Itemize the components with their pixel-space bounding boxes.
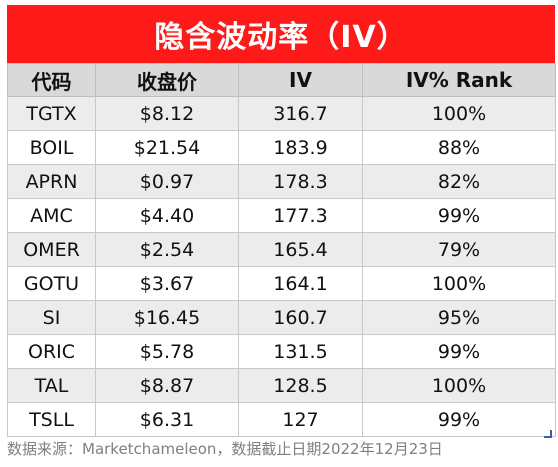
cell-iv: 178.3 (238, 164, 363, 199)
cell-ticker: OMER (7, 232, 96, 267)
cell-iv: 160.7 (238, 300, 363, 335)
cell-iv: 316.7 (238, 96, 363, 131)
cell-close-price: $3.67 (95, 266, 239, 301)
table-title-banner: 隐含波动率（IV） (7, 5, 555, 63)
data-source-note: 数据来源：Marketchameleon，数据截止日期2022年12月23日 (7, 440, 443, 458)
cell-iv-rank: 99% (362, 198, 556, 233)
cell-iv: 131.5 (238, 334, 363, 369)
cell-iv: 165.4 (238, 232, 363, 267)
table-row: GOTU $3.67 164.1 100% (7, 266, 556, 301)
cell-close-price: $0.97 (95, 164, 239, 199)
header-close-price: 收盘价 (95, 63, 239, 97)
cell-iv: 127 (238, 402, 363, 437)
cell-iv-rank: 88% (362, 130, 556, 165)
cell-close-price: $8.12 (95, 96, 239, 131)
cell-close-price: $4.40 (95, 198, 239, 233)
selection-corner-mark (544, 430, 552, 438)
cell-iv: 128.5 (238, 368, 363, 403)
header-ticker: 代码 (7, 63, 96, 97)
cell-iv-rank: 100% (362, 266, 556, 301)
cell-ticker: ORIC (7, 334, 96, 369)
header-iv-rank: IV% Rank (362, 63, 556, 97)
cell-ticker: TGTX (7, 96, 96, 131)
cell-close-price: $5.78 (95, 334, 239, 369)
table-row: APRN $0.97 178.3 82% (7, 164, 556, 199)
cell-ticker: GOTU (7, 266, 96, 301)
table-row: SI $16.45 160.7 95% (7, 300, 556, 335)
table-title: 隐含波动率（IV） (154, 20, 408, 55)
cell-iv: 177.3 (238, 198, 363, 233)
cell-close-price: $2.54 (95, 232, 239, 267)
iv-table: 代码 收盘价 IV IV% Rank TGTX $8.12 316.7 100%… (7, 63, 556, 437)
cell-iv-rank: 100% (362, 96, 556, 131)
cell-iv-rank: 95% (362, 300, 556, 335)
header-iv: IV (238, 63, 363, 97)
cell-iv: 164.1 (238, 266, 363, 301)
cell-iv-rank: 100% (362, 368, 556, 403)
table-row: AMC $4.40 177.3 99% (7, 198, 556, 233)
cell-ticker: AMC (7, 198, 96, 233)
cell-iv-rank: 99% (362, 402, 556, 437)
table-row: TSLL $6.31 127 99% (7, 402, 556, 437)
cell-ticker: SI (7, 300, 96, 335)
table-row: BOIL $21.54 183.9 88% (7, 130, 556, 165)
cell-close-price: $8.87 (95, 368, 239, 403)
table-row: ORIC $5.78 131.5 99% (7, 334, 556, 369)
cell-close-price: $16.45 (95, 300, 239, 335)
cell-ticker: TSLL (7, 402, 96, 437)
header-row: 代码 收盘价 IV IV% Rank (7, 63, 556, 97)
cell-iv-rank: 79% (362, 232, 556, 267)
cell-iv-rank: 99% (362, 334, 556, 369)
cell-iv: 183.9 (238, 130, 363, 165)
cell-ticker: TAL (7, 368, 96, 403)
cell-ticker: BOIL (7, 130, 96, 165)
table-row: TGTX $8.12 316.7 100% (7, 96, 556, 131)
cell-ticker: APRN (7, 164, 96, 199)
table-row: TAL $8.87 128.5 100% (7, 368, 556, 403)
cell-close-price: $6.31 (95, 402, 239, 437)
cell-iv-rank: 82% (362, 164, 556, 199)
cell-close-price: $21.54 (95, 130, 239, 165)
table-row: OMER $2.54 165.4 79% (7, 232, 556, 267)
